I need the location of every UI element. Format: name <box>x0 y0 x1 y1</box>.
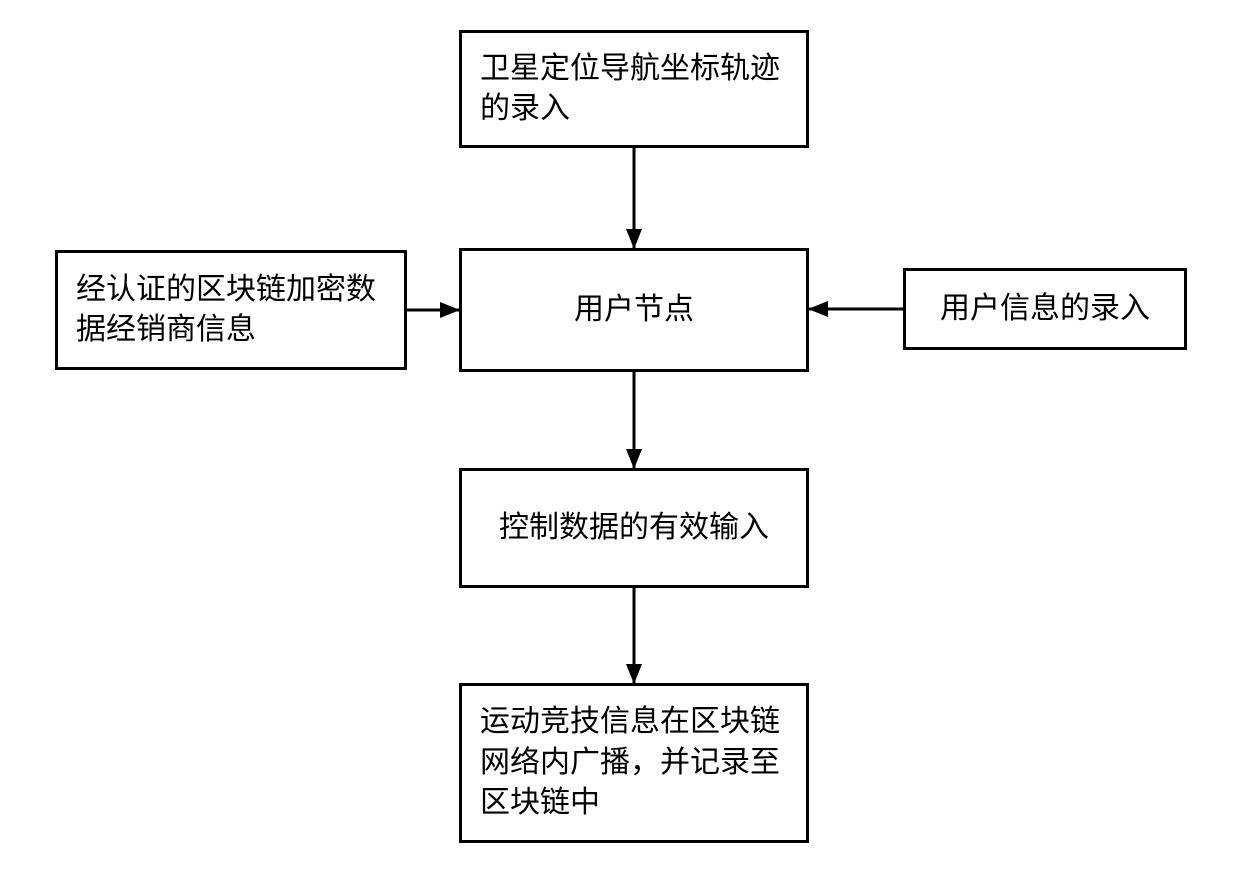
flowchart-canvas: 卫星定位导航坐标轨迹的录入 经认证的区块链加密数据经销商信息 用户节点 用户信息… <box>0 0 1240 883</box>
node-label: 用户节点 <box>462 290 806 331</box>
node-label: 用户信息的录入 <box>906 289 1184 330</box>
node-label: 运动竞技信息在区块链网络内广播，并记录至区块链中 <box>480 702 788 824</box>
node-label: 控制数据的有效输入 <box>462 508 806 549</box>
node-broadcast-record: 运动竞技信息在区块链网络内广播，并记录至区块链中 <box>459 683 809 843</box>
node-label: 经认证的区块链加密数据经销商信息 <box>76 270 386 351</box>
node-certified-dealer-info: 经认证的区块链加密数据经销商信息 <box>55 250 407 370</box>
node-control-valid-input: 控制数据的有效输入 <box>459 468 809 588</box>
node-user-info-input: 用户信息的录入 <box>903 268 1187 350</box>
node-user-node: 用户节点 <box>459 248 809 372</box>
node-satellite-input: 卫星定位导航坐标轨迹的录入 <box>459 30 809 148</box>
node-label: 卫星定位导航坐标轨迹的录入 <box>480 49 788 130</box>
